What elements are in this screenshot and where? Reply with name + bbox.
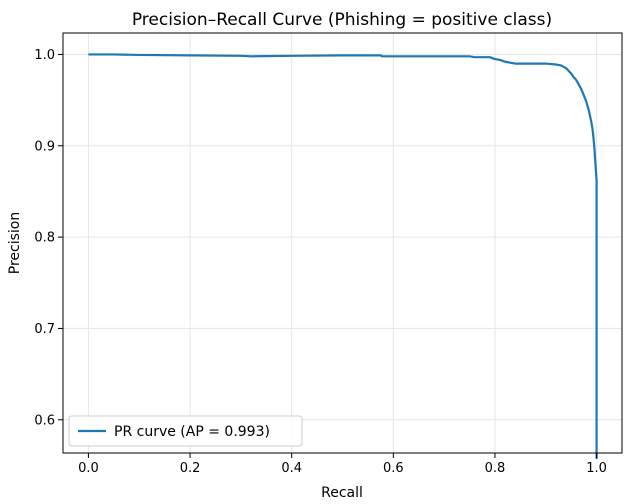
y-tick-label: 0.6 [34, 413, 55, 428]
y-tick-label: 1.0 [34, 48, 55, 63]
y-axis-label: Precision [7, 212, 23, 274]
axis-ticks: 0.0 0.2 0.4 0.6 0.8 1.0 0.6 0.7 0.8 0.9 1.0 [34, 48, 607, 476]
chart-title: Precision–Recall Curve (Phishing = posit… [132, 10, 552, 30]
y-tick-label: 0.8 [34, 231, 55, 246]
y-tick-label: 0.7 [34, 322, 55, 337]
legend-entry-label: PR curve (AP = 0.993) [114, 424, 270, 440]
x-tick-label: 1.0 [586, 461, 607, 476]
pr-curve-line [88, 53, 598, 460]
grid [63, 33, 622, 453]
x-tick-label: 0.6 [383, 461, 404, 476]
plot-frame [62, 32, 623, 454]
y-tick-label: 0.9 [34, 139, 55, 154]
x-tick-label: 0.4 [281, 461, 302, 476]
x-tick-label: 0.8 [485, 461, 506, 476]
legend: PR curve (AP = 0.993) [68, 415, 303, 447]
x-axis-label: Recall [321, 485, 363, 501]
legend-box [68, 415, 303, 447]
x-tick-label: 0.0 [78, 461, 99, 476]
x-tick-label: 0.2 [180, 461, 201, 476]
